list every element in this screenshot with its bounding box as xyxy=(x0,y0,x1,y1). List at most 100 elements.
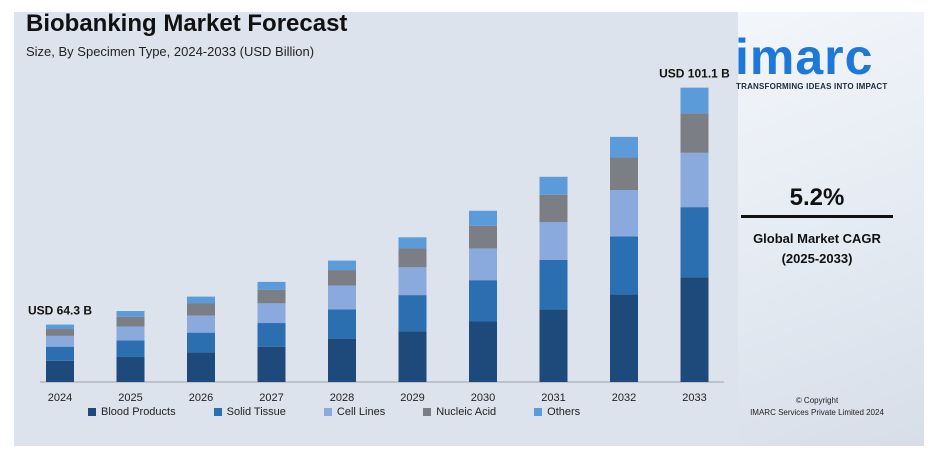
bar-segment-nucleic-acid-2032 xyxy=(610,157,638,190)
bar-segment-nucleic-acid-2031 xyxy=(539,194,568,223)
bar-segment-others-2032 xyxy=(610,136,638,158)
cagr-value: 5.2% xyxy=(789,184,845,211)
bar-segment-blood-products-2027 xyxy=(257,346,286,382)
bar-segment-solid-tissue-2029 xyxy=(398,295,427,332)
bar-stack-2029 xyxy=(398,237,427,382)
total-labels: USD 64.3 B USD 101.1 B xyxy=(28,67,730,318)
legend-item-nucleic-acid: Nucleic Acid xyxy=(423,406,496,418)
bar-segment-blood-products-2028 xyxy=(328,338,356,382)
bar-segment-nucleic-acid-2027 xyxy=(257,289,286,304)
bar-segment-solid-tissue-2032 xyxy=(610,236,638,295)
bar-stack-2024 xyxy=(46,324,74,382)
bar-stack-2025 xyxy=(116,311,145,382)
legend-swatch xyxy=(534,408,543,416)
bar-segment-cell-lines-2028 xyxy=(328,285,356,310)
bar-segment-solid-tissue-2024 xyxy=(46,346,74,361)
bar-stack-2030 xyxy=(469,210,497,382)
bar-segment-others-2029 xyxy=(398,237,427,249)
imarc-logo: imarc xyxy=(735,29,874,85)
x-tick-label-2024: 2024 xyxy=(48,392,72,404)
x-tick-label-2031: 2031 xyxy=(541,392,565,404)
bar-stack-2026 xyxy=(187,296,215,382)
chart-legend: Blood Products Solid Tissue Cell Lines Nucl… xyxy=(88,406,618,418)
legend-swatch xyxy=(423,408,432,416)
legend-label: Nucleic Acid xyxy=(436,406,497,418)
x-tick-label-2026: 2026 xyxy=(189,392,213,404)
bar-segment-solid-tissue-2027 xyxy=(257,323,286,347)
bar-segment-cell-lines-2031 xyxy=(539,222,568,260)
copyright-line1: © Copyright xyxy=(795,396,839,405)
bar-segment-others-2033 xyxy=(680,87,709,114)
bar-segment-nucleic-acid-2024 xyxy=(46,329,74,336)
cagr-label-line1: Global Market CAGR xyxy=(753,231,881,246)
bar-segment-cell-lines-2030 xyxy=(469,248,497,281)
bar-segment-nucleic-acid-2026 xyxy=(187,303,215,316)
copyright: © Copyright IMARC Services Private Limit… xyxy=(724,395,910,419)
bar-segment-blood-products-2031 xyxy=(539,309,568,382)
bar-segment-blood-products-2026 xyxy=(187,352,215,382)
legend-swatch xyxy=(213,408,222,416)
bar-segment-cell-lines-2025 xyxy=(116,326,145,341)
cagr-divider xyxy=(741,215,893,218)
bar-segment-others-2027 xyxy=(257,281,286,290)
bar-segment-solid-tissue-2030 xyxy=(469,280,497,322)
legend-swatch xyxy=(88,408,96,416)
bar-segment-blood-products-2024 xyxy=(46,360,74,382)
bar-segment-blood-products-2030 xyxy=(469,321,497,382)
bar-stack-2028 xyxy=(328,260,356,382)
total-label-2024: USD 64.3 B xyxy=(28,304,92,318)
x-tick-label-2025: 2025 xyxy=(118,392,142,404)
bar-segment-cell-lines-2032 xyxy=(610,190,638,237)
total-label-2033: USD 101.1 B xyxy=(659,67,730,81)
chart-subtitle: Size, By Specimen Type, 2024-2033 (USD B… xyxy=(26,44,315,59)
legend-item-solid-tissue: Solid Tissue xyxy=(213,406,286,418)
x-tick-labels: 2024 2025 2026 2027 2028 2029 2030 2031 2032 2033 xyxy=(48,392,707,404)
legend-label: Solid Tissue xyxy=(226,406,286,418)
bar-segment-solid-tissue-2025 xyxy=(116,340,145,357)
bar-segment-others-2025 xyxy=(116,311,145,317)
legend-label: Others xyxy=(547,406,581,418)
bar-segment-solid-tissue-2026 xyxy=(187,332,215,353)
bar-segment-others-2026 xyxy=(187,296,215,304)
brand-tagline: TRANSFORMING IDEAS INTO IMPACT xyxy=(736,82,888,91)
copyright-line2: IMARC Services Private Limited 2024 xyxy=(750,408,884,417)
bar-segment-cell-lines-2029 xyxy=(398,267,427,296)
bar-segment-nucleic-acid-2030 xyxy=(469,225,497,249)
bar-segment-cell-lines-2027 xyxy=(257,303,286,324)
legend-item-others: Others xyxy=(534,406,580,418)
bar-segment-nucleic-acid-2025 xyxy=(116,316,145,327)
bar-segment-blood-products-2033 xyxy=(680,277,709,382)
bar-segment-cell-lines-2033 xyxy=(680,152,709,208)
bar-segment-solid-tissue-2033 xyxy=(680,207,709,278)
bar-stack-2032 xyxy=(610,136,638,382)
chart-title: Biobanking Market Forecast xyxy=(26,10,348,37)
x-tick-label-2032: 2032 xyxy=(612,392,636,404)
legend-item-blood-products: Blood Products xyxy=(88,406,176,418)
legend-label: Cell Lines xyxy=(336,406,386,418)
bar-segment-solid-tissue-2028 xyxy=(328,309,356,339)
bar-stack-2031 xyxy=(539,176,568,382)
bar-segment-solid-tissue-2031 xyxy=(539,259,568,310)
bar-segment-others-2024 xyxy=(46,324,74,330)
bar-segment-others-2028 xyxy=(328,260,356,271)
cagr-label: Global Market CAGR (2025-2033) xyxy=(724,229,910,269)
bar-segment-others-2031 xyxy=(539,176,568,195)
x-tick-label-2027: 2027 xyxy=(259,392,283,404)
bar-segment-cell-lines-2026 xyxy=(187,315,215,333)
bar-segment-blood-products-2025 xyxy=(116,356,145,382)
bar-segment-others-2030 xyxy=(469,210,497,226)
cagr-label-line2: (2025-2033) xyxy=(781,251,853,266)
legend-swatch xyxy=(323,408,332,416)
bar-segment-nucleic-acid-2029 xyxy=(398,248,427,268)
legend-item-cell-lines: Cell Lines xyxy=(323,406,386,418)
bar-segment-cell-lines-2024 xyxy=(46,335,74,347)
bar-segment-nucleic-acid-2028 xyxy=(328,270,356,286)
bar-segment-blood-products-2029 xyxy=(398,331,427,382)
x-tick-label-2033: 2033 xyxy=(682,392,706,404)
x-tick-label-2029: 2029 xyxy=(400,392,424,404)
legend-label: Blood Products xyxy=(101,406,176,418)
bar-groups xyxy=(46,87,709,382)
bar-stack-2033 xyxy=(680,87,709,382)
x-tick-label-2028: 2028 xyxy=(330,392,354,404)
